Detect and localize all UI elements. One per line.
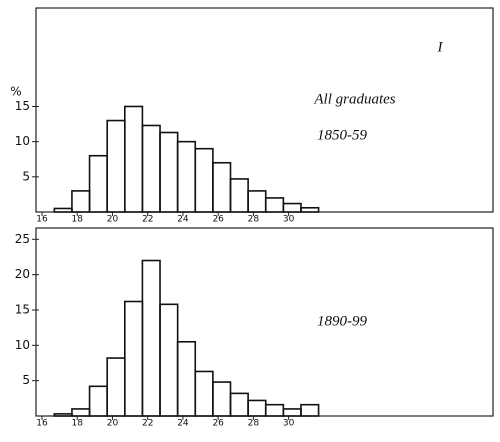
x-tick-label: 20 [107,215,119,225]
histogram-bar [176,140,197,213]
y-tick-label: 5 [22,169,30,183]
histogram-bar [71,190,91,213]
y-tick-label: 15 [15,302,30,316]
histogram-bar [247,399,267,417]
histogram-bar [53,207,73,213]
x-tick-label: 20 [107,419,119,429]
annotation: 1890-99 [317,313,367,329]
panel-frame [35,7,494,213]
x-tick-label: 18 [71,419,83,429]
y-tick-label: 5 [22,373,30,387]
histogram-bar [159,131,179,213]
histogram-bar [247,190,267,213]
x-tick-label: 24 [177,419,189,429]
histogram-bar [300,206,320,213]
annotation: I [437,39,444,55]
x-tick-label: 26 [212,419,224,429]
y-tick-label: 25 [15,232,30,246]
histogram-bar [194,370,214,417]
y-axis-label: % [10,85,21,99]
x-tick-label: 30 [283,215,295,225]
x-tick-label: 24 [177,215,189,225]
x-tick-label: 28 [248,419,260,429]
x-tick-label: 22 [142,419,153,429]
histogram-bar [88,154,108,213]
histogram-bar [229,392,249,417]
histogram-bar [212,381,232,417]
x-tick-label: 18 [71,215,83,225]
histogram-bar [88,385,108,417]
x-tick-label: 16 [36,419,48,429]
histogram-bar [141,259,161,417]
histogram-bar [282,408,302,417]
histogram-bar [300,403,320,417]
histogram-bar [194,147,214,213]
histogram-bar [53,413,73,417]
histogram-bar [71,408,91,417]
histogram-bar [106,119,126,213]
x-tick-label: 28 [248,215,260,225]
histogram-bar [123,105,144,213]
histogram-bar [141,124,161,213]
histogram-bar [264,403,285,417]
histogram-bar [212,161,232,213]
annotation: All graduates [313,91,395,107]
x-tick-label: 22 [142,215,153,225]
histogram-bar [123,300,144,417]
x-tick-label: 26 [212,215,224,225]
histogram-bar [176,340,197,417]
x-tick-label: 16 [36,215,48,225]
panel-frame [35,227,494,417]
y-tick-label: 10 [15,338,30,352]
y-tick-label: 20 [15,267,30,281]
x-tick-label: 30 [283,419,295,429]
histogram-bar [282,202,302,213]
annotation: 1850-59 [317,127,367,143]
histogram-bar [264,197,285,213]
histogram-bar [229,178,249,213]
y-tick-label: 10 [15,134,30,148]
y-tick-label: 15 [15,99,30,113]
histogram-bar [159,303,179,417]
histogram-bar [106,357,126,417]
